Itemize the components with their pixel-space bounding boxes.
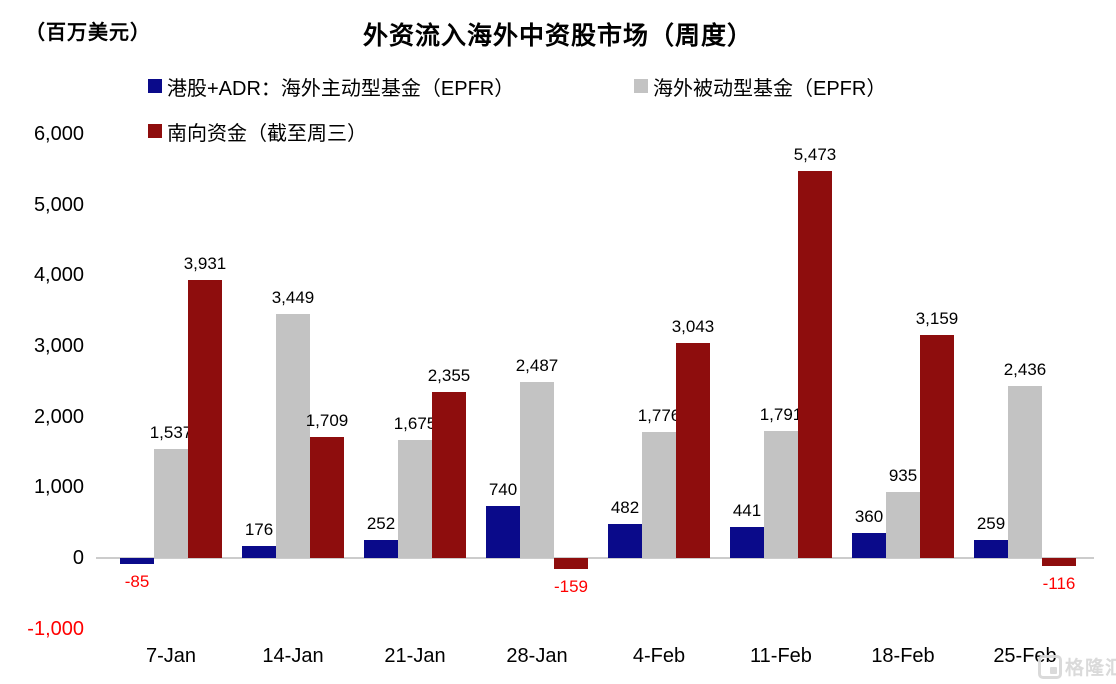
bar-southbound — [920, 334, 954, 558]
value-label-southbound: 2,355 — [427, 365, 471, 385]
bar-active-fund — [730, 526, 764, 558]
value-label-southbound: 3,043 — [671, 316, 715, 336]
value-label-southbound: 3,159 — [915, 308, 959, 328]
legend-marker-active-fund-icon — [148, 79, 162, 93]
value-label-active-fund: 482 — [610, 497, 640, 517]
y-tick-label: 3,000 — [33, 335, 84, 357]
bar-passive-fund — [276, 314, 310, 558]
legend-label-passive-fund: 海外被动型基金（EPFR） — [653, 77, 887, 100]
y-tick-label: 6,000 — [33, 123, 84, 145]
bar-southbound — [310, 437, 344, 558]
y-tick-label: 0 — [72, 547, 84, 569]
x-tick-label: 18-Feb — [871, 645, 935, 667]
bar-passive-fund — [1008, 385, 1042, 558]
value-label-passive-fund: 1,791 — [759, 405, 803, 425]
value-label-southbound: 1,709 — [305, 411, 349, 431]
y-tick-label: 4,000 — [33, 264, 84, 287]
bar-southbound — [188, 280, 222, 558]
bar-passive-fund — [154, 449, 188, 558]
axis-unit-label: （百万美元） — [25, 22, 151, 44]
x-tick-label: 28-Jan — [506, 645, 568, 667]
legend-item-passive-fund: 海外被动型基金（EPFR） — [634, 73, 887, 100]
value-label-active-fund: -85 — [124, 572, 150, 591]
value-label-southbound: -116 — [1042, 574, 1076, 594]
value-label-southbound: 5,473 — [793, 145, 837, 165]
bar-southbound — [1042, 558, 1076, 567]
value-label-passive-fund: 3,449 — [271, 288, 315, 308]
bar-passive-fund — [886, 491, 920, 558]
value-label-passive-fund: 935 — [888, 465, 918, 485]
y-tick-label: -1,000 — [27, 617, 84, 640]
value-label-active-fund: 740 — [488, 479, 518, 499]
legend-marker-southbound-icon — [148, 124, 162, 138]
gelonghui-logo-icon — [1038, 654, 1062, 679]
x-tick-label: 21-Jan — [384, 645, 446, 667]
bar-passive-fund — [520, 382, 554, 558]
value-label-passive-fund: 2,487 — [515, 356, 559, 376]
x-axis-zero-line — [96, 557, 1094, 559]
value-label-southbound: 3,931 — [183, 254, 227, 274]
value-label-active-fund: 176 — [244, 519, 274, 539]
value-label-passive-fund: 1,675 — [393, 413, 437, 433]
x-tick-label: 14-Jan — [262, 645, 324, 667]
value-label-active-fund: 441 — [732, 500, 762, 520]
bar-active-fund — [852, 532, 886, 558]
chart-title: 外资流入海外中资股市场（周度） — [362, 22, 753, 50]
legend-label-active-fund: 港股+ADR：海外主动型基金（EPFR） — [167, 77, 515, 100]
bar-southbound — [432, 391, 466, 558]
legend-marker-passive-fund-icon — [634, 79, 648, 93]
legend-label-southbound: 南向资金（截至周三） — [167, 122, 367, 145]
bar-passive-fund — [398, 439, 432, 558]
bar-southbound — [554, 558, 588, 570]
value-label-passive-fund: 2,436 — [1003, 359, 1047, 379]
value-label-active-fund: 252 — [366, 514, 396, 534]
y-tick-label: 5,000 — [33, 193, 84, 216]
y-tick-label: 2,000 — [33, 405, 84, 428]
bar-passive-fund — [764, 431, 798, 558]
gelonghui-watermark-text: 格隆汇 — [1065, 658, 1116, 679]
bar-active-fund — [608, 523, 642, 558]
value-label-active-fund: 360 — [854, 506, 884, 526]
legend-item-active-fund: 港股+ADR：海外主动型基金（EPFR） — [148, 73, 515, 100]
bar-southbound — [798, 171, 832, 558]
value-label-passive-fund: 1,776 — [637, 406, 681, 426]
gelonghui-watermark: 格隆汇 — [1038, 653, 1116, 680]
value-label-passive-fund: 1,537 — [149, 423, 193, 443]
bar-active-fund — [120, 558, 154, 564]
bar-active-fund — [364, 540, 398, 558]
bar-active-fund — [974, 539, 1008, 558]
value-label-active-fund: 259 — [976, 513, 1006, 533]
x-tick-label: 7-Jan — [145, 645, 197, 667]
y-tick-label: 1,000 — [33, 476, 84, 499]
bar-active-fund — [242, 545, 276, 558]
bar-southbound — [676, 342, 710, 558]
bar-active-fund — [486, 505, 520, 558]
value-label-southbound: -159 — [553, 577, 589, 597]
legend-item-southbound: 南向资金（截至周三） — [148, 118, 367, 145]
x-tick-label: 4-Feb — [632, 645, 686, 667]
bar-passive-fund — [642, 432, 676, 558]
x-tick-label: 11-Feb — [750, 645, 812, 667]
